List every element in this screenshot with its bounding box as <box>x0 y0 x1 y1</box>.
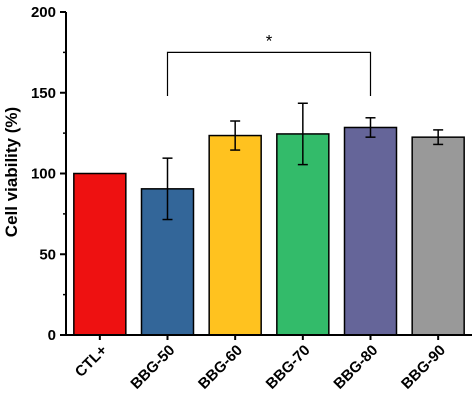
bar-bbg-80 <box>343 126 398 336</box>
y-tick-label: 100 <box>31 166 56 183</box>
bar-bbg-70 <box>276 133 330 336</box>
plot-area: 0 50 100 150 200 CTL+ BBG-50 BBG-60 BBG-70 BBG-80… <box>31 4 472 393</box>
x-tick-label: CTL+ <box>72 342 111 381</box>
significance-marker: * <box>266 31 273 50</box>
y-tick-label: 50 <box>39 246 56 263</box>
x-tick-label: BBG-90 <box>398 342 449 393</box>
y-tick-label: 150 <box>31 85 56 102</box>
bar-bbg-60 <box>208 134 262 336</box>
x-tick-label: BBG-50 <box>127 342 178 393</box>
x-tick-label: BBG-70 <box>263 342 314 393</box>
significance-bracket <box>166 51 372 96</box>
bar-ctl- <box>73 172 127 336</box>
y-tick-label: 200 <box>31 4 56 21</box>
bar-bbg-90 <box>411 136 465 336</box>
x-tick-label: BBG-80 <box>330 342 381 393</box>
y-tick-label: 0 <box>48 327 56 344</box>
x-tick-label: BBG-60 <box>195 342 246 393</box>
y-axis-label: Cell viability (%) <box>2 107 21 237</box>
